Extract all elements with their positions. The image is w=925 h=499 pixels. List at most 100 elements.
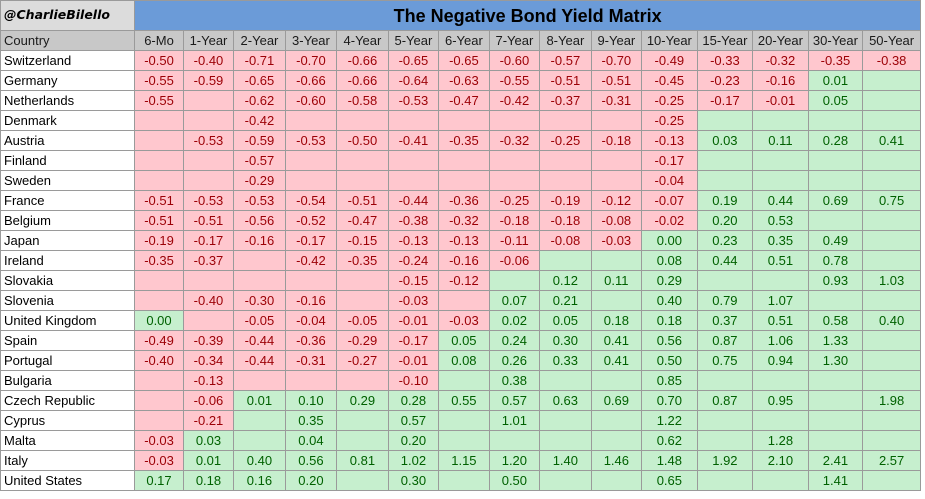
- yield-cell: 2.41: [807, 450, 864, 471]
- yield-cell: 1.22: [641, 410, 698, 431]
- yield-cell: -0.53: [182, 130, 235, 151]
- yield-cell: -0.57: [539, 50, 592, 71]
- yield-cell: -0.36: [284, 330, 338, 351]
- yield-cell: [336, 110, 389, 131]
- yield-cell: -0.50: [134, 50, 184, 71]
- maturity-column-header: 6-Mo: [134, 30, 184, 51]
- yield-cell: [233, 430, 286, 451]
- country-name: Malta: [0, 430, 136, 451]
- yield-cell: 0.94: [752, 350, 809, 371]
- table-title: The Negative Bond Yield Matrix: [134, 0, 921, 31]
- country-name: Slovakia: [0, 270, 136, 291]
- yield-cell: [807, 430, 864, 451]
- table-row: Japan -0.19 -0.17 -0.16 -0.17 -0.15 -0.13 -0.13…: [0, 230, 921, 251]
- table-row: Sweden -0.29 -0.04: [0, 170, 921, 191]
- yield-cell: 0.08: [438, 350, 490, 371]
- yield-cell: 0.20: [696, 210, 754, 231]
- yield-cell: 0.87: [696, 390, 754, 411]
- yield-cell: -0.11: [488, 230, 541, 251]
- yield-cell: [590, 170, 643, 191]
- yield-cell: 0.69: [590, 390, 643, 411]
- yield-cell: -0.29: [233, 170, 286, 191]
- yield-cell: 0.16: [233, 470, 286, 491]
- yield-cell: -0.60: [488, 50, 541, 71]
- yield-cell: 1.98: [862, 390, 921, 411]
- yield-cell: [752, 370, 809, 391]
- yield-cell: -0.38: [387, 210, 440, 231]
- table-row: Netherlands -0.55 -0.62 -0.60 -0.58 -0.53 -0.4…: [0, 90, 921, 111]
- country-column-header: Country: [0, 30, 136, 51]
- maturity-column-header: 50-Year: [862, 30, 921, 51]
- yield-cell: -0.16: [438, 250, 490, 271]
- yield-cell: -0.08: [590, 210, 643, 231]
- yield-cell: [590, 470, 643, 491]
- yield-cell: -0.66: [336, 70, 389, 91]
- yield-cell: 0.08: [641, 250, 698, 271]
- yield-cell: 0.55: [438, 390, 490, 411]
- yield-cell: 1.28: [752, 430, 809, 451]
- yield-cell: 0.12: [539, 270, 592, 291]
- yield-cell: [696, 150, 754, 171]
- yield-cell: [862, 430, 921, 451]
- yield-cell: -0.16: [284, 290, 338, 311]
- yield-cell: 0.17: [134, 470, 184, 491]
- yield-cell: -0.29: [336, 330, 389, 351]
- yield-cell: [438, 470, 490, 491]
- yield-cell: [752, 470, 809, 491]
- yield-cell: -0.40: [182, 290, 235, 311]
- maturity-column-header: 3-Year: [284, 30, 338, 51]
- yield-cell: -0.65: [387, 50, 440, 71]
- table-row: Bulgaria -0.13 -0.10 0.38 0.85: [0, 370, 921, 391]
- yield-cell: 0.30: [387, 470, 440, 491]
- yield-cell: -0.06: [488, 250, 541, 271]
- yield-cell: -0.63: [438, 70, 490, 91]
- yield-cell: -0.17: [641, 150, 698, 171]
- yield-cell: [539, 110, 592, 131]
- yield-cell: 0.70: [641, 390, 698, 411]
- yield-cell: -0.51: [134, 190, 184, 211]
- yield-cell: -0.02: [641, 210, 698, 231]
- yield-cell: [862, 70, 921, 91]
- yield-cell: -0.54: [284, 190, 338, 211]
- yield-cell: -0.51: [134, 210, 184, 231]
- yield-cell: 0.00: [641, 230, 698, 251]
- maturity-column-header: 5-Year: [387, 30, 440, 51]
- yield-cell: [488, 110, 541, 131]
- yield-cell: -0.36: [438, 190, 490, 211]
- yield-cell: -0.66: [284, 70, 338, 91]
- yield-cell: -0.37: [539, 90, 592, 111]
- yield-cell: 0.18: [590, 310, 643, 331]
- yield-cell: [807, 110, 864, 131]
- yield-cell: [862, 290, 921, 311]
- table-row: Cyprus -0.21 0.35 0.57 1.01 1.22: [0, 410, 921, 431]
- yield-cell: [752, 150, 809, 171]
- yield-cell: -0.42: [488, 90, 541, 111]
- yield-cell: -0.01: [387, 350, 440, 371]
- maturity-column-header: 10-Year: [641, 30, 698, 51]
- yield-cell: -0.39: [182, 330, 235, 351]
- yield-cell: -0.25: [488, 190, 541, 211]
- yield-cell: [862, 470, 921, 491]
- country-name: Germany: [0, 70, 136, 91]
- yield-cell: [336, 410, 389, 431]
- yield-cell: [336, 290, 389, 311]
- yield-cell: -0.16: [233, 230, 286, 251]
- yield-cell: -0.59: [233, 130, 286, 151]
- yield-cell: [807, 150, 864, 171]
- yield-cell: 0.23: [696, 230, 754, 251]
- yield-cell: -0.04: [641, 170, 698, 191]
- yield-cell: [134, 270, 184, 291]
- yield-cell: -0.50: [336, 130, 389, 151]
- yield-cell: -0.31: [284, 350, 338, 371]
- yield-cell: -0.07: [641, 190, 698, 211]
- yield-cell: [752, 170, 809, 191]
- yield-cell: 0.01: [233, 390, 286, 411]
- yield-cell: 1.06: [752, 330, 809, 351]
- yield-cell: 0.30: [539, 330, 592, 351]
- yield-cell: -0.53: [233, 190, 286, 211]
- yield-cell: [134, 390, 184, 411]
- yield-cell: [336, 370, 389, 391]
- yield-cell: [134, 150, 184, 171]
- yield-cell: 0.50: [488, 470, 541, 491]
- yield-cell: -0.01: [752, 90, 809, 111]
